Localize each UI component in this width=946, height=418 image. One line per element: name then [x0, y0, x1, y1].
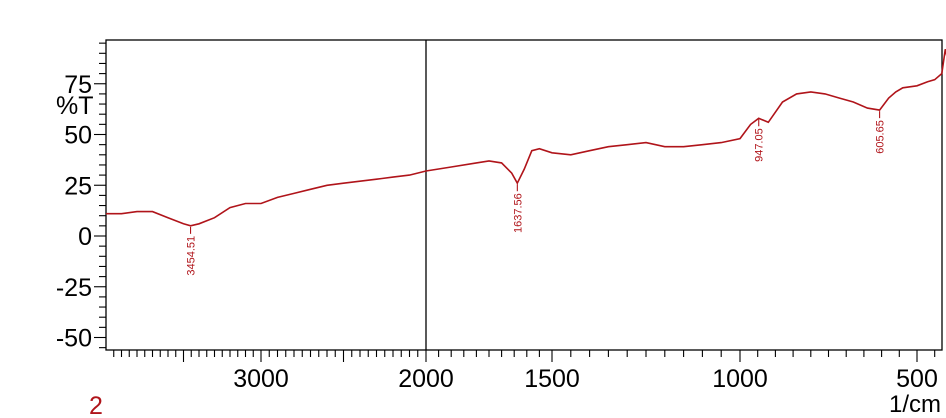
y-tick-label: 75 — [64, 71, 92, 99]
peak-label: 605.65 — [875, 120, 887, 154]
peak-label: 1637.56 — [512, 193, 524, 233]
peak-label: 947.05 — [754, 128, 766, 162]
y-axis-ticks: 75 50 25 0 -25 -50 — [56, 42, 106, 353]
x-tick-label: 2000 — [398, 365, 454, 393]
peak-label: 3454.51 — [186, 236, 198, 276]
peak-annotations: 3454.51 1637.56 947.05 605.65 — [186, 111, 887, 276]
y-axis-label: %T — [56, 92, 94, 120]
x-tick-label: 1500 — [524, 365, 580, 393]
y-tick-label: 50 — [64, 122, 92, 150]
y-tick-label: 25 — [64, 172, 92, 200]
x-tick-label: 500 — [896, 365, 938, 393]
panel-label: 2 — [89, 392, 103, 418]
y-tick-label: 0 — [78, 223, 92, 251]
x-tick-label: 3000 — [233, 365, 289, 393]
x-tick-label: 1000 — [712, 365, 768, 393]
y-tick-label: -25 — [56, 274, 92, 302]
spectrum-series-line — [106, 49, 946, 227]
y-tick-label: -50 — [56, 325, 92, 353]
x-axis-ticks: 3000 2000 1500 1000 500 — [113, 350, 938, 393]
x-axis-label: 1/cm — [889, 391, 941, 418]
